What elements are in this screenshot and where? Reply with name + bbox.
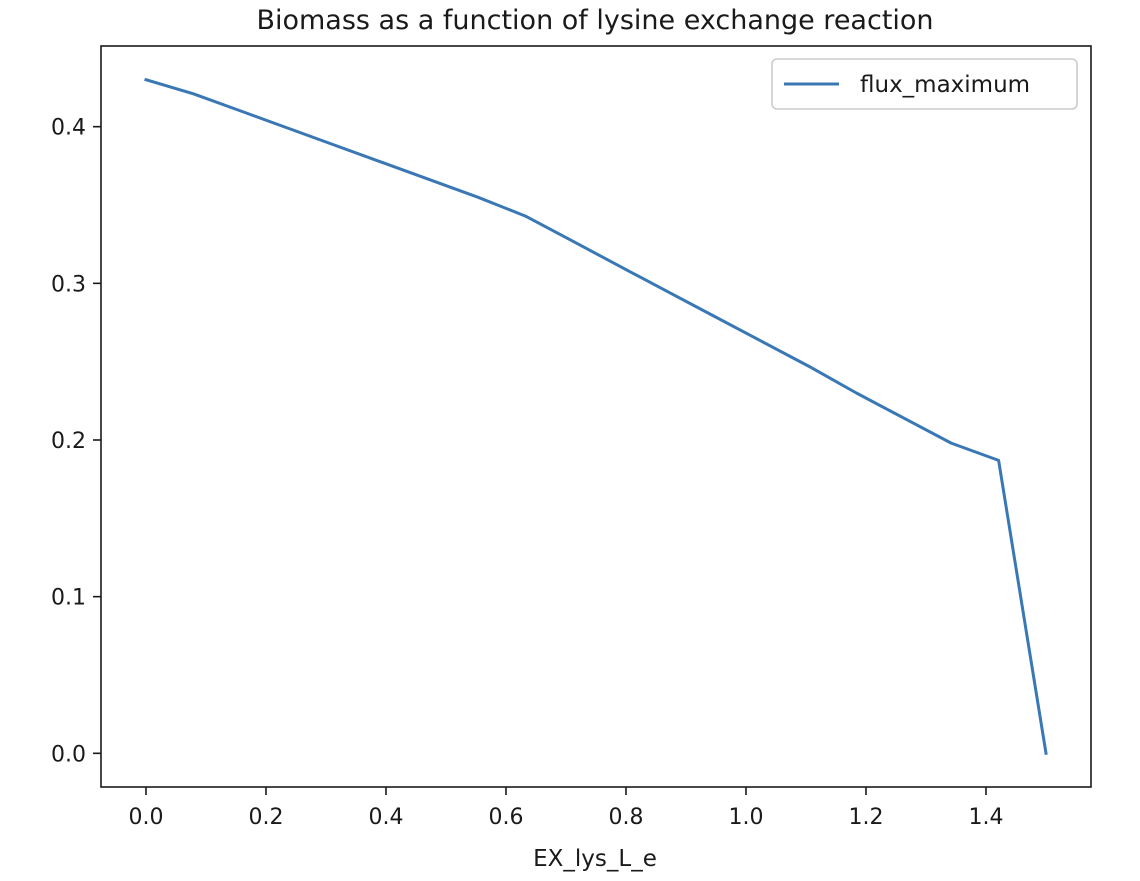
y-tick-label: 0.3 xyxy=(51,272,86,297)
x-tick-label: 1.2 xyxy=(849,805,884,830)
x-tick-label: 1.4 xyxy=(969,805,1004,830)
plot-area xyxy=(144,77,1048,756)
y-tick-label: 0.0 xyxy=(51,742,86,767)
plot-frame xyxy=(100,45,1092,788)
series-line-flux_maximum xyxy=(144,77,1048,756)
x-tick-label: 0.0 xyxy=(129,805,164,830)
x-tick-label: 0.4 xyxy=(369,805,404,830)
x-tick-label: 1.0 xyxy=(729,805,764,830)
x-axis-title: EX_lys_L_e xyxy=(533,846,657,872)
y-tick-label: 0.1 xyxy=(51,586,86,611)
axes: 0.0 0.2 0.4 0.6 0.8 1.0 1.2 1.4 0.0 0.1 0.2 0.3 0.4 xyxy=(51,45,1092,830)
legend-label: flux_maximum xyxy=(860,72,1030,98)
y-tick-label: 0.4 xyxy=(51,116,86,141)
x-tick-label: 0.6 xyxy=(489,805,524,830)
x-tick-label: 0.2 xyxy=(249,805,284,830)
legend-box xyxy=(771,58,1078,110)
chart-title: Biomass as a function of lysine exchange… xyxy=(256,5,933,36)
y-tick-label: 0.2 xyxy=(51,429,86,454)
legend: flux_maximum xyxy=(771,58,1078,110)
x-tick-label: 0.8 xyxy=(609,805,644,830)
